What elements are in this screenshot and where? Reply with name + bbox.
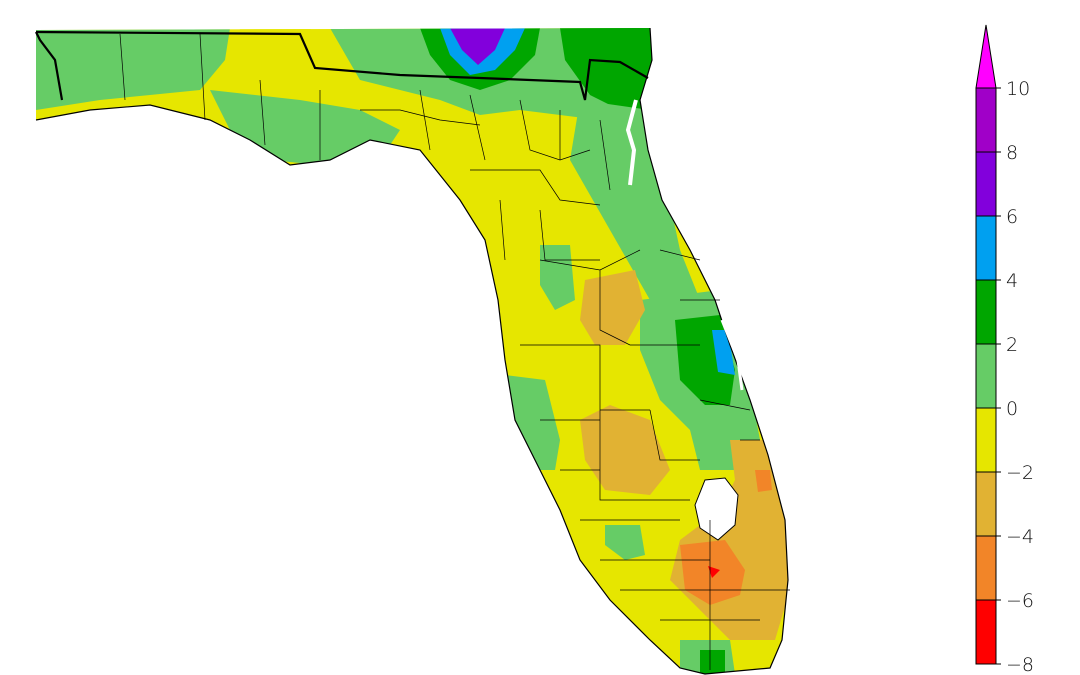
legend-band (975, 535, 997, 601)
lake-okeechobee (694, 477, 739, 541)
legend-tick-label: 0 (1006, 398, 1018, 420)
alabama-border (35, 31, 64, 101)
legend-tick-label: 6 (1006, 206, 1018, 228)
legend-tick-label: 10 (1006, 78, 1030, 100)
state-outline (35, 27, 789, 675)
st-johns-river (625, 99, 638, 186)
legend-tick-label: −2 (1006, 462, 1034, 484)
legend-band (975, 471, 997, 537)
legend-tick-label: 8 (1006, 142, 1018, 164)
legend-band (975, 87, 997, 153)
indian-river (720, 319, 744, 391)
legend-tick-label: −6 (1006, 590, 1034, 612)
legend-band (975, 599, 997, 665)
legend-band (975, 215, 997, 281)
georgia-border (35, 30, 649, 101)
legend-band (975, 343, 997, 409)
color-bar-legend: 10 8 6 4 2 0 −2 −4 −6 −8 (975, 24, 1034, 675)
legend-band (975, 151, 997, 217)
legend-tick-label: 2 (1006, 334, 1018, 356)
legend-tick-label: 4 (1006, 270, 1018, 292)
legend-tick-label: −4 (1006, 526, 1034, 548)
legend-tick-label: −8 (1006, 654, 1034, 675)
legend-band (975, 407, 997, 473)
legend-overflow-high-arrow (975, 24, 997, 89)
legend-band (975, 279, 997, 345)
county-lines (119, 33, 790, 670)
